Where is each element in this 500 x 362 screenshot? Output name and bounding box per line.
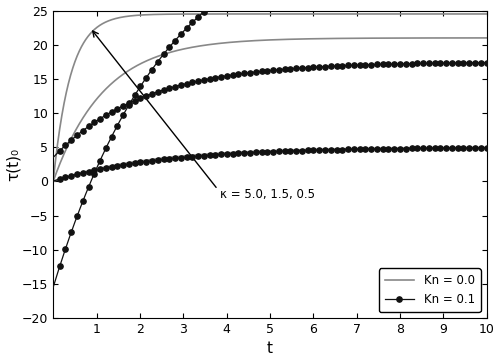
Legend: Kn = 0.0, Kn = 0.1: Kn = 0.0, Kn = 0.1 xyxy=(378,268,480,312)
X-axis label: t: t xyxy=(267,341,273,357)
Text: κ = 5.0, 1.5, 0.5: κ = 5.0, 1.5, 0.5 xyxy=(220,188,315,201)
Y-axis label: τ(t)₀: τ(t)₀ xyxy=(6,148,20,181)
